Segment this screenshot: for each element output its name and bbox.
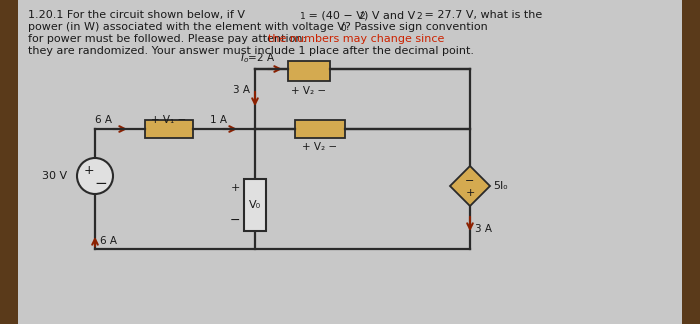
Text: −: − (230, 214, 240, 227)
Text: V₀: V₀ (249, 200, 261, 210)
Text: = (40 − V: = (40 − V (305, 10, 364, 20)
Text: 2: 2 (359, 12, 365, 21)
Bar (0, 0, 18, 324)
Text: 30 V: 30 V (42, 171, 67, 181)
Text: + V₁ −: + V₁ − (151, 115, 187, 125)
Bar (295, 120, 345, 138)
Text: they are randomized. Your answer must include 1 place after the decimal point.: they are randomized. Your answer must in… (28, 46, 474, 56)
Text: −: − (466, 176, 475, 186)
Text: 1.20.1 For the circuit shown below, if V: 1.20.1 For the circuit shown below, if V (28, 10, 245, 20)
Bar (244, 179, 266, 231)
Bar (288, 61, 330, 81)
Text: the numbers may change since: the numbers may change since (268, 34, 444, 44)
Text: 0: 0 (340, 24, 346, 33)
Text: 5Iₒ: 5Iₒ (493, 181, 508, 191)
Text: +: + (230, 183, 240, 193)
Text: $I_o$=2 A: $I_o$=2 A (240, 51, 275, 65)
Text: + V₂ −: + V₂ − (302, 142, 337, 152)
Text: 1 A: 1 A (210, 115, 227, 125)
Text: ) V and V: ) V and V (364, 10, 415, 20)
Text: + V₂ −: + V₂ − (291, 86, 327, 96)
Text: 3 A: 3 A (475, 224, 492, 234)
Text: ? Passive sign convention: ? Passive sign convention (345, 22, 488, 32)
Bar (145, 120, 193, 138)
Text: 6 A: 6 A (95, 115, 112, 125)
Text: 1: 1 (300, 12, 306, 21)
Text: 2: 2 (416, 12, 421, 21)
Bar (682, 0, 700, 324)
Text: for power must be followed. Please pay attention:: for power must be followed. Please pay a… (28, 34, 309, 44)
Text: 3 A: 3 A (233, 85, 250, 95)
Text: −: − (94, 176, 107, 191)
Text: +: + (84, 165, 95, 178)
Text: = 27.7 V, what is the: = 27.7 V, what is the (421, 10, 542, 20)
Circle shape (77, 158, 113, 194)
Text: power (in W) associated with the element with voltage V: power (in W) associated with the element… (28, 22, 345, 32)
Text: 6 A: 6 A (100, 236, 117, 246)
Text: +: + (466, 188, 475, 198)
Polygon shape (450, 166, 490, 206)
